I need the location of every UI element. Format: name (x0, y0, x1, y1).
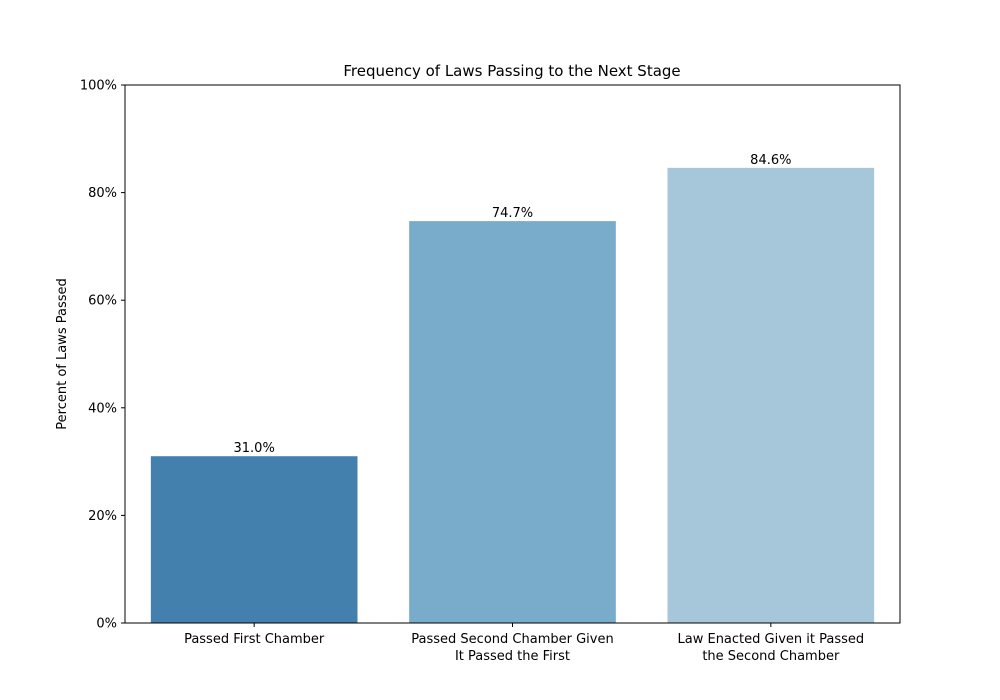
y-tick-label: 0% (96, 617, 117, 632)
y-tick-label: 20% (88, 509, 117, 524)
x-tick-label: Passed First Chamber (184, 632, 325, 647)
x-tick-label: It Passed the First (455, 649, 570, 664)
bar-value-label: 74.7% (492, 206, 533, 221)
bar-value-label: 31.0% (234, 441, 275, 456)
axes-frame (124, 84, 901, 624)
y-tick-label: 40% (88, 401, 117, 416)
y-tick-label: 100% (80, 79, 117, 94)
x-tick-label: Passed Second Chamber Given (411, 632, 613, 647)
y-tick-label: 80% (88, 186, 117, 201)
bar-value-label: 84.6% (750, 153, 791, 168)
plot-area: 31.0% Passed First Chamber 74.7% Passed Sec… (80, 79, 901, 664)
x-tick-label: the Second Chamber (702, 649, 840, 664)
bar (150, 456, 358, 623)
x-tick-label: Law Enacted Given it Passed (678, 632, 865, 647)
y-tick-label: 60% (88, 294, 117, 309)
bar (667, 167, 875, 624)
bar (409, 221, 616, 623)
y-axis-label: Percent of Laws Passed (55, 278, 70, 429)
chart-title: Frequency of Laws Passing to the Next St… (343, 62, 680, 80)
